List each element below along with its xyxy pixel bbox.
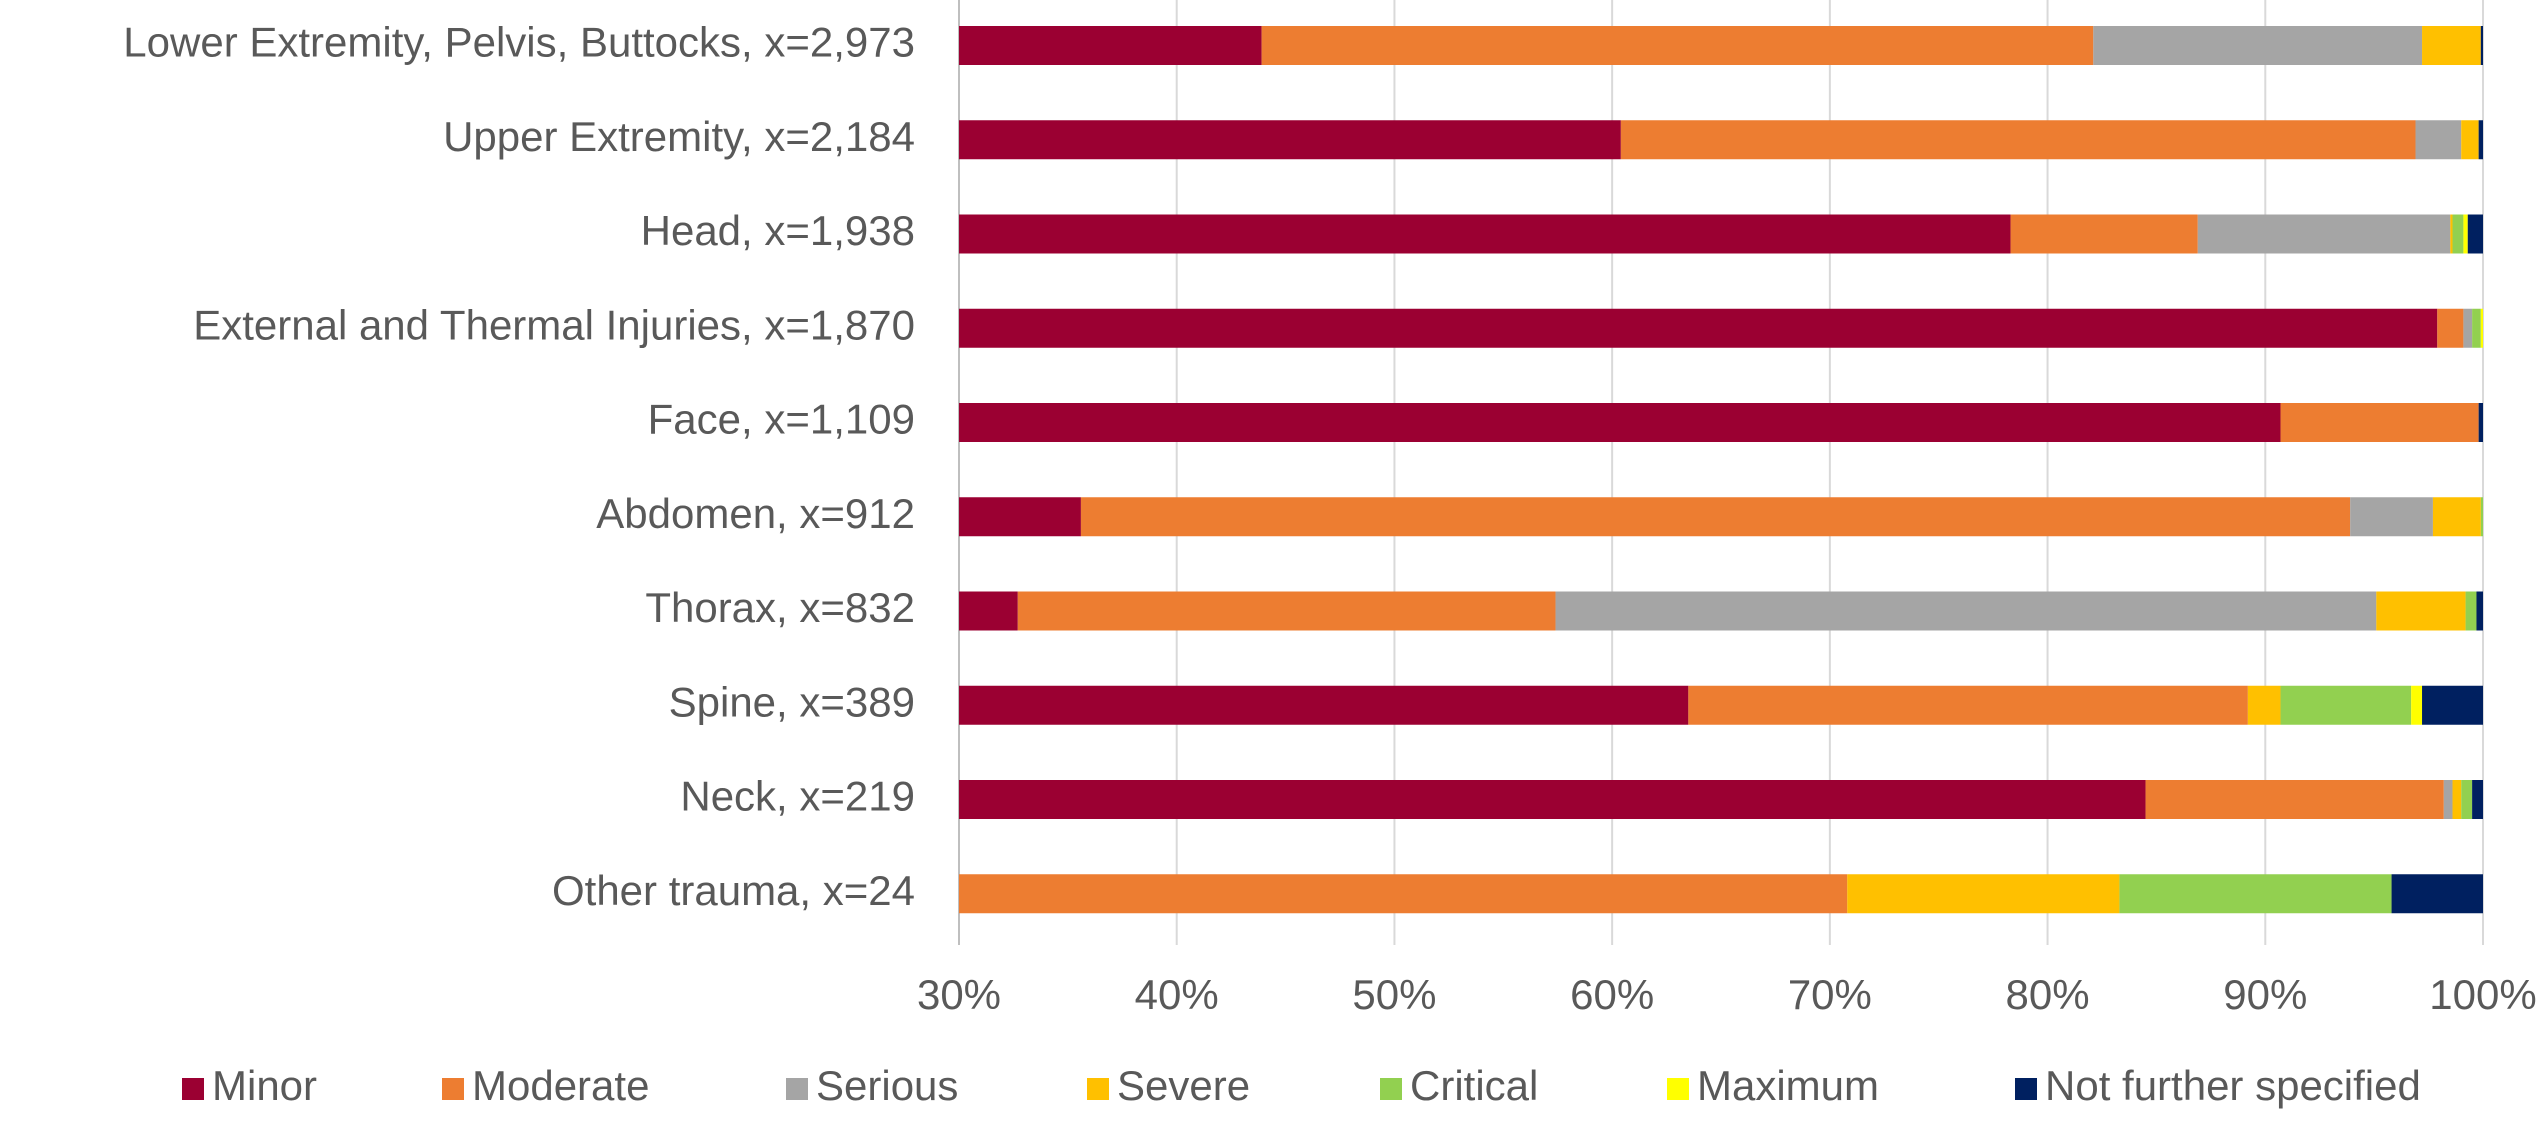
bar-segment xyxy=(959,685,1689,725)
legend-swatch xyxy=(1667,1078,1689,1100)
bar-segment xyxy=(2480,308,2483,348)
y-tick-label: Face, x=1,109 xyxy=(648,396,915,443)
bar-segment xyxy=(2197,214,2451,254)
x-tick-label: 40% xyxy=(1135,971,1219,1018)
y-tick-label: Neck, x=219 xyxy=(680,773,915,820)
y-tick-label: Thorax, x=832 xyxy=(645,584,915,631)
bar-segment xyxy=(959,403,2281,442)
bar-segment xyxy=(2478,120,2483,160)
bar-segment xyxy=(2280,403,2479,442)
bar-segment xyxy=(959,497,1081,537)
x-tick-label: 100% xyxy=(2429,971,2536,1018)
y-tick-label: Upper Extremity, x=2,184 xyxy=(443,113,915,160)
legend-label: Serious xyxy=(816,1062,958,1109)
bar-segment xyxy=(2472,308,2481,348)
bar-segment xyxy=(2010,214,2198,254)
bar-segment xyxy=(959,120,1621,160)
legend-swatch xyxy=(1380,1078,1402,1100)
x-tick-label: 90% xyxy=(2223,971,2307,1018)
legend-swatch xyxy=(182,1078,204,1100)
y-tick-label: Other trauma, x=24 xyxy=(552,867,915,914)
legend-label: Maximum xyxy=(1697,1062,1879,1109)
bar-segment xyxy=(2422,685,2483,725)
bar-segment xyxy=(1688,685,2248,725)
x-tick-label: 50% xyxy=(1352,971,1436,1018)
bar-segment xyxy=(2463,214,2468,254)
bar-segment xyxy=(959,214,2011,254)
y-tick-label: Lower Extremity, Pelvis, Buttocks, x=2,9… xyxy=(123,19,915,66)
x-tick-label: 30% xyxy=(917,971,1001,1018)
bars xyxy=(959,26,2483,914)
bar-segment xyxy=(959,591,1018,631)
legend-label: Not further specified xyxy=(2045,1062,2421,1109)
bar-segment xyxy=(2443,780,2453,819)
bar-segment xyxy=(1620,120,2416,160)
bar-segment xyxy=(2350,497,2433,537)
bar-segment xyxy=(2452,780,2462,819)
y-tick-label: Head, x=1,938 xyxy=(641,207,915,254)
bar-segment xyxy=(2452,214,2464,254)
bar-segment xyxy=(2450,214,2453,254)
bar-segment xyxy=(1847,874,2120,914)
y-tick-label: Spine, x=389 xyxy=(669,678,915,725)
bar-segment xyxy=(2480,497,2483,537)
bar-segment xyxy=(2437,308,2464,348)
legend-label: Minor xyxy=(212,1062,317,1109)
legend-swatch xyxy=(1087,1078,1109,1100)
bar-segment xyxy=(2467,214,2483,254)
legend-label: Critical xyxy=(1410,1062,1538,1109)
bar-segment xyxy=(959,874,1848,914)
bar-segment xyxy=(1017,591,1556,631)
bar-segment xyxy=(2465,591,2477,631)
bar-segment xyxy=(2476,591,2483,631)
legend-label: Severe xyxy=(1117,1062,1250,1109)
bar-segment xyxy=(2415,120,2462,160)
bar-segment xyxy=(2422,26,2481,65)
bar-segment xyxy=(2478,403,2483,442)
x-tick-label: 70% xyxy=(1788,971,1872,1018)
bar-segment xyxy=(1080,497,2351,537)
bar-segment xyxy=(2480,26,2483,65)
bar-segment xyxy=(2461,780,2473,819)
bar-segment xyxy=(2093,26,2423,65)
bar-segment xyxy=(1261,26,2094,65)
legend-label: Moderate xyxy=(472,1062,649,1109)
bar-segment xyxy=(2432,497,2481,537)
x-tick-label: 80% xyxy=(2006,971,2090,1018)
bar-segment xyxy=(959,780,2146,819)
bar-segment xyxy=(1555,591,2377,631)
x-tick-label: 60% xyxy=(1570,971,1654,1018)
bar-segment xyxy=(2376,591,2466,631)
y-tick-label: External and Thermal Injuries, x=1,870 xyxy=(193,301,915,348)
bar-segment xyxy=(2472,780,2483,819)
bar-segment xyxy=(2391,874,2483,914)
bar-segment xyxy=(2280,685,2412,725)
bar-segment xyxy=(2463,308,2473,348)
bar-segment xyxy=(2247,685,2281,725)
bar-segment xyxy=(2411,685,2423,725)
bar-segment xyxy=(2119,874,2392,914)
bar-segment xyxy=(959,26,1262,65)
y-tick-label: Abdomen, x=912 xyxy=(596,490,915,537)
labels: 30% 40% 50% 60% 70% 80% 90% 100% Lower Extremity… xyxy=(123,19,2536,1110)
bar-segment xyxy=(959,308,2438,348)
bar-segment xyxy=(2145,780,2444,819)
legend-swatch xyxy=(2015,1078,2037,1100)
legend-swatch xyxy=(442,1078,464,1100)
legend-swatch xyxy=(786,1078,808,1100)
bar-segment xyxy=(2461,120,2479,160)
